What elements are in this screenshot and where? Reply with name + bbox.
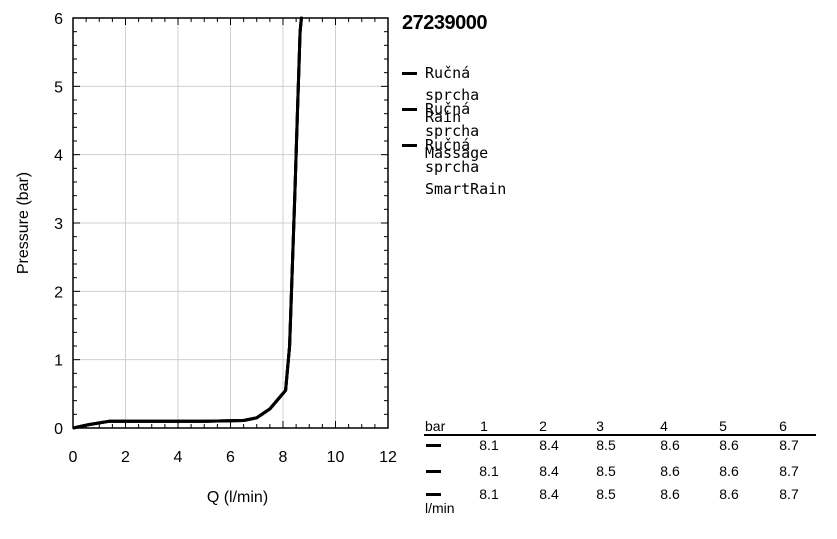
table-cell: 8.1 xyxy=(479,437,499,453)
legend-swatch-massage xyxy=(402,108,417,111)
table-cell: 8.6 xyxy=(719,437,739,453)
x-tick-label: 4 xyxy=(174,449,183,466)
table-cell: 8.6 xyxy=(660,486,680,502)
series-line-smartrain xyxy=(73,16,303,430)
table-pressure-header: 4 xyxy=(660,418,668,434)
y-axis-label: Pressure (bar) xyxy=(15,172,32,274)
y-tick-label: 5 xyxy=(54,79,63,96)
y-tick-label: 1 xyxy=(54,353,63,370)
table-cell: 8.6 xyxy=(660,437,680,453)
x-tick-label: 2 xyxy=(121,449,130,466)
table-row-swatch xyxy=(426,470,441,473)
chart-title: 27239000 xyxy=(402,12,487,34)
table-cell: 8.5 xyxy=(596,486,616,502)
table-pressure-header: 6 xyxy=(779,418,787,434)
flow-rate-table: bar 1 2 3 4 5 6 8.1 8.4 8.5 8.6 8.6 8.7 … xyxy=(424,418,816,518)
table-row-swatch xyxy=(426,493,441,496)
table-cell: 8.6 xyxy=(719,463,739,479)
table-cell: 8.6 xyxy=(719,486,739,502)
y-tick-label: 0 xyxy=(54,421,63,438)
table-pressure-header: 5 xyxy=(719,418,727,434)
table-cell: 8.5 xyxy=(596,463,616,479)
x-tick-label: 12 xyxy=(379,449,397,466)
legend-label-rain: Ručná sprcha Rain xyxy=(425,64,480,126)
x-tick-label: 0 xyxy=(69,449,78,466)
table-row-smartrain: 8.1 8.4 8.5 8.6 8.6 8.7 xyxy=(424,486,816,508)
y-tick-label: 2 xyxy=(54,284,63,301)
table-cell: 8.7 xyxy=(779,486,799,502)
y-tick-label: 4 xyxy=(54,148,63,165)
x-tick-label: 8 xyxy=(279,449,288,466)
table-cell: 8.7 xyxy=(779,463,799,479)
table-cell: 8.6 xyxy=(660,463,680,479)
table-cell: 8.1 xyxy=(479,463,499,479)
legend-swatch-rain xyxy=(402,72,417,75)
legend-label-massage: Ručná sprcha Massage xyxy=(425,100,489,162)
table-cell: 8.4 xyxy=(539,486,559,502)
x-tick-label: 10 xyxy=(327,449,345,466)
table-cell: 8.4 xyxy=(539,437,559,453)
legend-label-smartrain: Ručná sprcha SmartRain xyxy=(425,136,507,198)
table-pressure-unit: bar xyxy=(425,418,446,434)
table-cell: 8.4 xyxy=(539,463,559,479)
table-cell: 8.7 xyxy=(779,437,799,453)
table-row-swatch xyxy=(426,444,441,447)
table-row-rain: 8.1 8.4 8.5 8.6 8.6 8.7 xyxy=(424,437,816,459)
legend-swatch-smartrain xyxy=(402,144,417,147)
table-cell: 8.5 xyxy=(596,437,616,453)
table-pressure-header: 2 xyxy=(539,418,547,434)
table-row-massage: 8.1 8.4 8.5 8.6 8.6 8.7 xyxy=(424,463,816,485)
x-axis-label: Q (l/min) xyxy=(207,489,268,506)
table-pressure-header: 3 xyxy=(596,418,604,434)
y-tick-label: 3 xyxy=(54,216,63,233)
x-tick-label: 6 xyxy=(226,449,235,466)
y-tick-label: 6 xyxy=(54,11,63,28)
table-flow-unit: l/min xyxy=(425,500,455,516)
table-pressure-header: 1 xyxy=(480,418,488,434)
table-cell: 8.1 xyxy=(479,486,499,502)
table-header-rule xyxy=(424,434,816,436)
